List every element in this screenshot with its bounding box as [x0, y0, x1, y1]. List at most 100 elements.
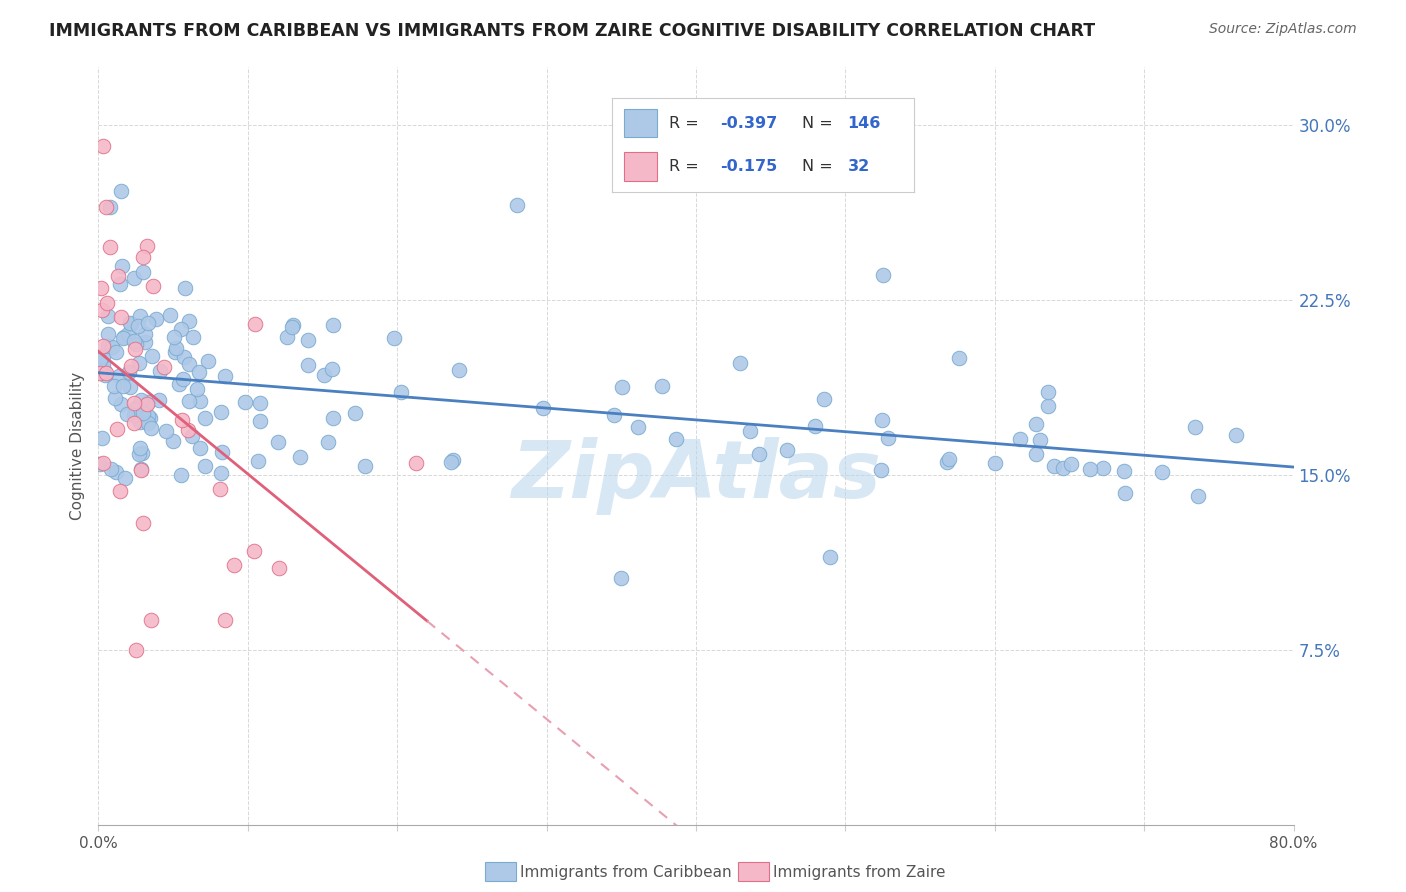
Point	[441, 453, 464, 467]
Point	[312, 368, 335, 382]
Point	[180, 429, 202, 443]
Point	[267, 434, 290, 449]
Point	[233, 395, 256, 409]
Point	[382, 331, 405, 345]
Point	[108, 483, 131, 498]
Point	[1029, 433, 1052, 447]
Point	[187, 365, 209, 379]
Point	[141, 349, 163, 363]
Point	[105, 422, 128, 436]
Point	[91, 349, 114, 363]
Point	[984, 456, 1007, 470]
Point	[138, 416, 160, 430]
Text: R =: R =	[669, 159, 704, 174]
Point	[322, 411, 344, 425]
Point	[145, 312, 167, 326]
Point	[163, 345, 186, 359]
Point	[97, 338, 120, 352]
Point	[170, 468, 193, 483]
Point	[97, 326, 120, 341]
Point	[127, 400, 149, 414]
Text: R =: R =	[669, 116, 704, 131]
Point	[129, 441, 152, 455]
Point	[194, 459, 217, 474]
Point	[938, 451, 960, 466]
Point	[136, 316, 159, 330]
Point	[107, 268, 129, 283]
Point	[94, 367, 117, 381]
Point	[96, 295, 118, 310]
Point	[297, 358, 319, 372]
Point	[112, 331, 135, 345]
Point	[103, 378, 125, 392]
Point	[162, 434, 184, 448]
Point	[125, 643, 148, 657]
Point	[447, 363, 470, 377]
Point	[211, 444, 233, 458]
Text: 146: 146	[848, 116, 880, 131]
Point	[506, 197, 529, 211]
Point	[118, 316, 141, 330]
Point	[129, 393, 152, 408]
Point	[738, 425, 761, 439]
Point	[177, 394, 200, 409]
Point	[120, 317, 142, 331]
Point	[1114, 486, 1136, 500]
Point	[1052, 461, 1074, 475]
Point	[114, 471, 136, 485]
Point	[177, 423, 200, 437]
Point	[91, 139, 114, 153]
Point	[136, 409, 159, 424]
Point	[132, 250, 155, 264]
Point	[280, 320, 302, 334]
Point	[127, 318, 149, 333]
Text: Immigrants from Caribbean: Immigrants from Caribbean	[520, 865, 733, 880]
Point	[297, 333, 319, 347]
Point	[353, 459, 375, 474]
Point	[813, 392, 835, 406]
Point	[110, 310, 132, 324]
Point	[128, 415, 150, 429]
Point	[209, 404, 232, 418]
Point	[870, 463, 893, 477]
Point	[1225, 428, 1247, 442]
Point	[134, 327, 156, 342]
Point	[1092, 460, 1115, 475]
Point	[120, 359, 142, 374]
Point	[343, 406, 366, 420]
Point	[122, 271, 145, 285]
Point	[776, 443, 799, 458]
Point	[316, 434, 339, 449]
Point	[197, 354, 219, 368]
Point	[136, 395, 159, 409]
Point	[125, 336, 148, 351]
Point	[249, 414, 271, 428]
Point	[1187, 489, 1209, 503]
Point	[136, 396, 159, 410]
Point	[242, 543, 264, 558]
Point	[531, 401, 554, 416]
Point	[194, 410, 217, 425]
Point	[1060, 458, 1083, 472]
Point	[122, 396, 145, 410]
Point	[90, 281, 112, 295]
Point	[131, 462, 153, 476]
Text: Source: ZipAtlas.com: Source: ZipAtlas.com	[1209, 22, 1357, 37]
Point	[173, 350, 195, 364]
Point	[153, 359, 176, 374]
Point	[159, 308, 181, 322]
Point	[90, 302, 112, 317]
Point	[322, 318, 344, 333]
Point	[128, 447, 150, 461]
Point	[100, 462, 122, 476]
Point	[209, 482, 232, 496]
Point	[1025, 417, 1047, 432]
Point	[1008, 432, 1031, 446]
Point	[105, 465, 128, 479]
Point	[610, 571, 633, 585]
Point	[1080, 462, 1102, 476]
Point	[872, 268, 894, 282]
Point	[276, 330, 298, 344]
Point	[149, 364, 172, 378]
Point	[283, 318, 305, 333]
